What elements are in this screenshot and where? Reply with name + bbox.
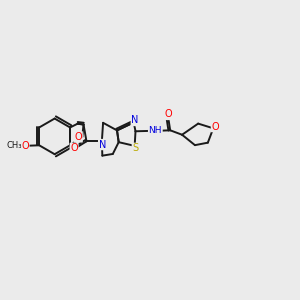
Text: N: N: [131, 116, 139, 125]
Text: O: O: [21, 141, 29, 151]
Text: S: S: [132, 143, 139, 153]
Text: O: O: [164, 110, 172, 119]
Text: NH: NH: [148, 126, 162, 135]
Text: O: O: [74, 132, 82, 142]
Text: O: O: [70, 143, 78, 153]
Text: N: N: [99, 140, 106, 150]
Text: O: O: [212, 122, 219, 132]
Text: CH₃: CH₃: [6, 140, 22, 149]
